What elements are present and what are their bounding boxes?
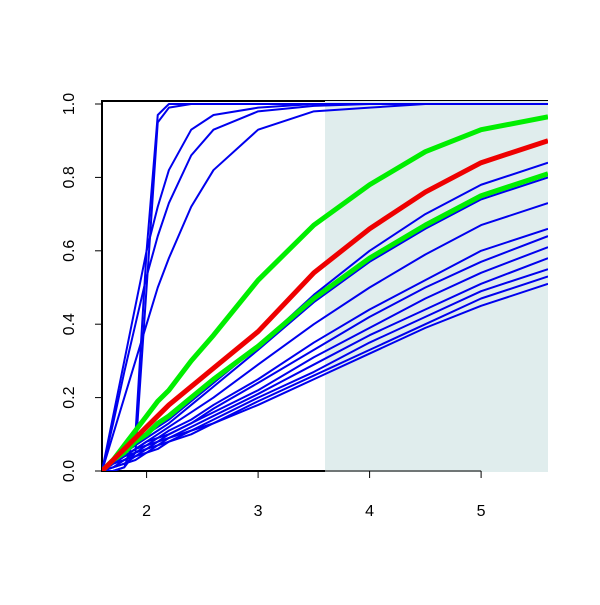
series-line	[102, 103, 548, 471]
y-tick-label: 0.0	[61, 460, 78, 482]
y-tick-label: 1.0	[61, 93, 78, 115]
x-tick-label: 5	[477, 503, 486, 520]
series-line	[102, 257, 548, 471]
series-line	[102, 282, 548, 471]
y-tick-label: 0.2	[61, 386, 78, 408]
series-line	[102, 114, 548, 471]
x-tick-label: 4	[365, 503, 374, 520]
series-line	[102, 246, 548, 471]
series-line	[102, 275, 548, 471]
series-line	[102, 171, 548, 471]
y-tick-label: 0.6	[61, 240, 78, 262]
shaded-region	[325, 101, 548, 472]
y-tick-label: 0.4	[61, 313, 78, 335]
x-tick-label: 2	[142, 503, 151, 520]
y-tick-label: 0.8	[61, 166, 78, 188]
series-line	[102, 103, 548, 471]
x-tick-label: 3	[254, 503, 263, 520]
series-line	[102, 138, 548, 471]
